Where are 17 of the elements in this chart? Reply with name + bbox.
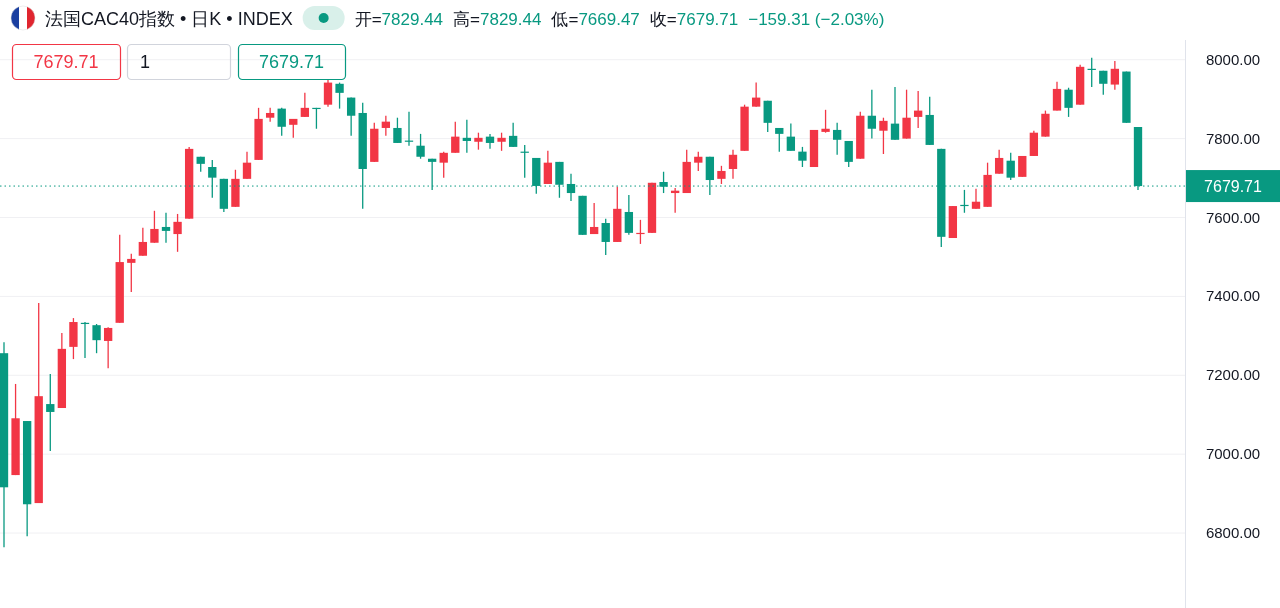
text: 高=7829.44 xyxy=(453,10,542,29)
ref-line-label: 7679.71 xyxy=(1204,178,1263,196)
text: −159.31 (−2.03%) xyxy=(748,10,885,29)
y-tick-label: 7400.00 xyxy=(1205,287,1261,305)
y-tick-label: 7600.00 xyxy=(1205,208,1261,226)
text: 收=7679.71 xyxy=(649,10,739,29)
chart-title: 法国CAC40指数 • 日K • INDEX xyxy=(45,9,293,29)
y-tick-label: 8000.00 xyxy=(1205,50,1261,68)
text: 开=7829.44 xyxy=(354,10,444,29)
text: 低=7669.47 xyxy=(551,10,640,29)
y-tick-label: 7200.00 xyxy=(1205,366,1261,384)
y-tick-label: 7800.00 xyxy=(1205,129,1261,147)
annotation: 1 xyxy=(140,52,151,72)
annotation: 7679.71 xyxy=(258,52,325,72)
y-tick-label: 6800.00 xyxy=(1205,524,1261,542)
annotation: 7679.71 xyxy=(33,52,99,72)
y-tick-label: 7000.00 xyxy=(1205,445,1261,463)
